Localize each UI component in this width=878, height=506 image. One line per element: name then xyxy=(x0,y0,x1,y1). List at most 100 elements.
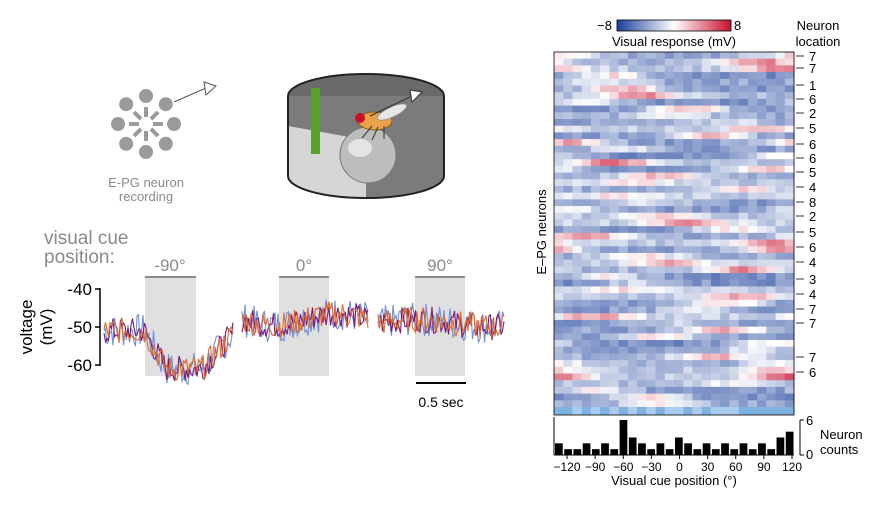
heatmap-cell xyxy=(683,259,693,267)
heatmap-cell xyxy=(738,112,749,120)
heatmap-cell xyxy=(710,226,721,234)
heatmap-cell xyxy=(637,313,647,321)
heatmap-cell xyxy=(655,306,666,314)
heatmap-cell xyxy=(664,319,675,328)
heatmap-cell xyxy=(683,366,693,374)
heatmap-cell xyxy=(784,52,795,60)
heatmap-cell xyxy=(572,373,583,381)
heatmap-cell xyxy=(784,259,795,267)
heatmap-cell xyxy=(563,306,573,314)
heatmap-cell xyxy=(775,246,786,254)
heatmap-summary-cell xyxy=(618,407,629,415)
heatmap-cell xyxy=(738,192,749,200)
heatmap-cell xyxy=(581,152,592,160)
heatmap-cell xyxy=(766,132,776,140)
hist-bar xyxy=(702,443,711,455)
heatmap-cell xyxy=(581,185,592,194)
heatmap-cell xyxy=(775,72,786,80)
heatmap-cell xyxy=(637,152,647,160)
heatmap-cell xyxy=(646,313,656,321)
heatmap-cell xyxy=(655,373,666,381)
heatmap-cell xyxy=(618,65,629,73)
heatmap-cell xyxy=(674,340,684,348)
heatmap-cell xyxy=(775,319,786,328)
heatmap-cell xyxy=(627,152,638,160)
heatmap-cell xyxy=(701,353,712,361)
heatmap-cell xyxy=(766,85,776,93)
heatmap-cell xyxy=(554,380,564,388)
heatmap-cell xyxy=(655,212,666,220)
heatmap-cell xyxy=(701,340,712,348)
heatmap-cell xyxy=(701,226,712,234)
heatmap-cell xyxy=(590,159,601,167)
heatmap-cell xyxy=(674,105,684,113)
heatmap-cell xyxy=(627,319,638,328)
heatmap-cell xyxy=(729,226,740,234)
heatmap-cell xyxy=(747,346,758,354)
heatmap-cell xyxy=(627,386,638,395)
heatmap-cell xyxy=(683,266,693,274)
heatmap-cell xyxy=(655,165,666,173)
heatmap-cell xyxy=(710,165,721,173)
heatmap-cell xyxy=(738,206,749,214)
heatmap-cell xyxy=(563,252,573,261)
hist-ytick-0: 0 xyxy=(806,447,813,462)
heatmap-cell xyxy=(581,366,592,374)
heatmap-cell xyxy=(692,226,703,234)
heatmap-cell xyxy=(627,185,638,194)
heatmap-cell xyxy=(581,266,592,274)
heatmap-cell xyxy=(627,58,638,66)
heatmap-cell xyxy=(590,206,601,214)
heatmap-cell xyxy=(609,92,620,100)
heatmap-cell xyxy=(747,52,758,60)
neuron-location-label: 5 xyxy=(809,121,816,136)
heatmap-cell xyxy=(720,353,730,361)
heatmap-cell xyxy=(646,400,656,408)
heatmap-cell xyxy=(637,279,647,287)
heatmap-cell xyxy=(581,72,592,80)
heatmap-cell xyxy=(738,219,749,227)
heatmap-cell xyxy=(554,360,564,368)
heatmap-cell xyxy=(627,179,638,187)
schematic-neuron-dot xyxy=(111,117,125,131)
heatmap-cell xyxy=(720,179,730,187)
heatmap-cell xyxy=(720,226,730,234)
heatmap-cell xyxy=(766,58,776,66)
heatmap-cell xyxy=(738,386,749,395)
heatmap-cell xyxy=(554,219,564,227)
hist-bar xyxy=(730,449,739,455)
heatmap-cell xyxy=(784,366,795,374)
heatmap-cell xyxy=(701,132,712,140)
heatmap-cell xyxy=(766,246,776,254)
heatmap-cell xyxy=(618,319,629,328)
colorbar-max: 8 xyxy=(734,18,741,33)
heatmap-cell xyxy=(784,145,795,153)
heatmap-cell xyxy=(618,279,629,287)
heatmap-cell xyxy=(747,139,758,147)
heatmap-cell xyxy=(554,185,564,194)
heatmap-cell xyxy=(784,252,795,261)
heatmap-cell xyxy=(747,319,758,328)
heatmap-cell xyxy=(784,112,795,120)
heatmap-cell xyxy=(674,273,684,281)
heatmap-cell xyxy=(554,400,564,408)
heatmap-cell xyxy=(618,252,629,261)
heatmap-cell xyxy=(747,273,758,281)
heatmap-cell xyxy=(683,65,693,73)
heatmap-cell xyxy=(637,252,647,261)
heatmap-cell xyxy=(738,118,749,127)
heatmap-cell xyxy=(563,346,573,354)
heatmap-cell xyxy=(720,366,730,374)
heatmap-cell xyxy=(609,172,620,180)
heatmap-cell xyxy=(554,273,564,281)
heatmap-cell xyxy=(646,159,656,167)
heatmap-cell xyxy=(674,232,684,240)
heatmap-cell xyxy=(738,286,749,294)
heatmap-cell xyxy=(674,192,684,200)
heatmap-cell xyxy=(757,78,767,86)
heatmap-cell xyxy=(618,340,629,348)
heatmap-cell xyxy=(646,192,656,200)
heatmap-cell xyxy=(784,286,795,294)
hist-bar xyxy=(619,420,628,455)
heatmap-summary-cell xyxy=(554,407,564,415)
